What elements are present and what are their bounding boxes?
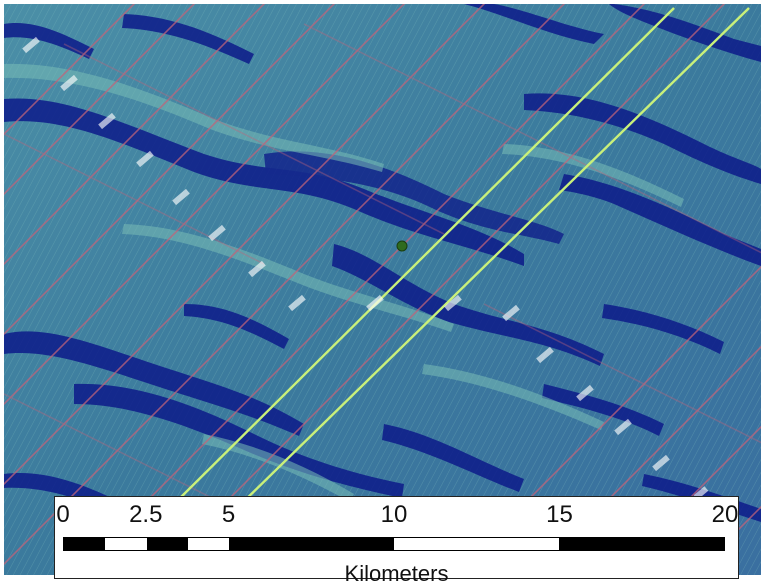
- scale-bar: [63, 537, 725, 551]
- scale-bar-segment: [187, 538, 229, 550]
- scale-tick-label: 0: [56, 501, 70, 528]
- site-marker[interactable]: [396, 240, 408, 252]
- scale-tick-label: 15: [546, 501, 573, 528]
- bathymetry-map[interactable]: [4, 4, 761, 575]
- scale-bar-panel: 0 2.5 5 10 15 20 Kilometers: [54, 496, 739, 585]
- grid-line-labels: [22, 36, 709, 500]
- survey-lines: [173, 7, 750, 510]
- dark-ridges: [4, 4, 761, 522]
- scale-tick-label: 2.5: [129, 501, 163, 528]
- scale-bar-segment: [394, 538, 559, 550]
- scale-bar-segment: [146, 538, 188, 550]
- scale-tick-label: 5: [221, 501, 236, 528]
- scale-bar-segment: [64, 538, 106, 550]
- survey-line-west: [173, 7, 675, 505]
- scale-tick-label: 20: [711, 501, 739, 528]
- scale-bar-segment: [105, 538, 147, 550]
- scale-bar-segment: [229, 538, 394, 550]
- scale-unit-label: Kilometers: [344, 561, 449, 586]
- scale-tick-label: 10: [380, 501, 408, 528]
- survey-line-east: [235, 7, 750, 510]
- scale-bar-segment: [559, 538, 724, 550]
